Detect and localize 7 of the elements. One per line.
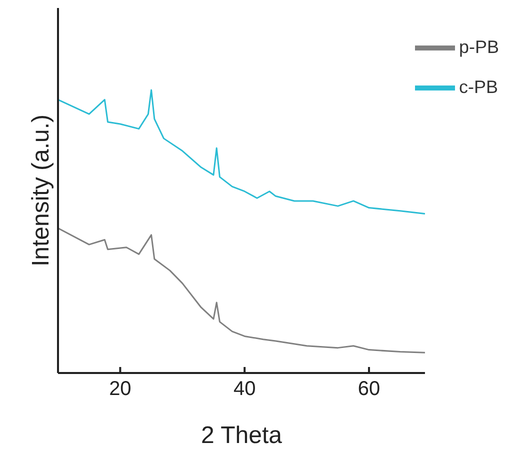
- x-tick-label: 40: [233, 378, 256, 400]
- x-tick-label: 20: [109, 378, 132, 400]
- y-axis-title: Intensity (a.u.): [28, 114, 55, 267]
- x-axis-title: 2 Theta: [201, 422, 283, 449]
- legend-label: c-PB: [458, 76, 498, 97]
- x-tick-label: 60: [358, 378, 380, 400]
- legend-label: p-PB: [458, 36, 499, 57]
